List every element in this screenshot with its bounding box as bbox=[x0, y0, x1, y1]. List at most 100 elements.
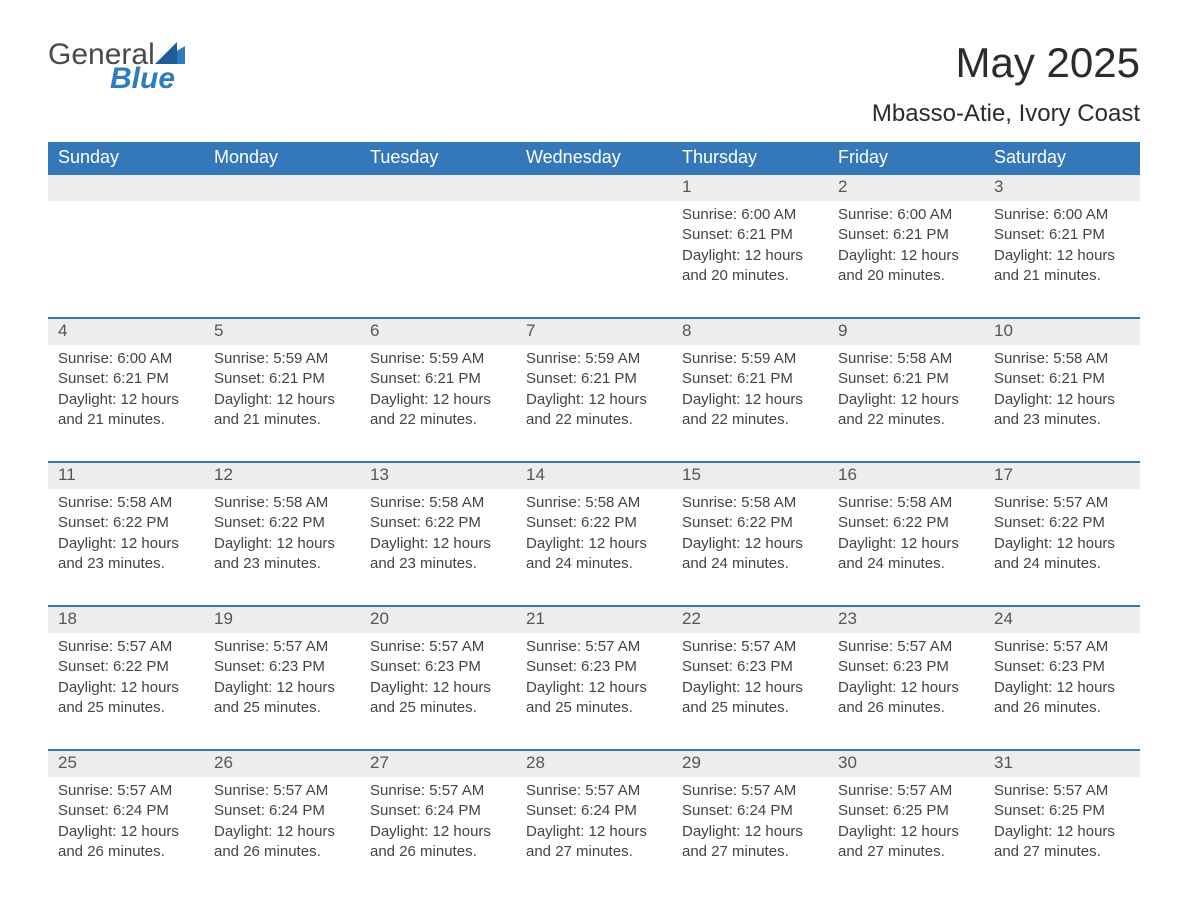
day-number: 10 bbox=[984, 319, 1140, 345]
day-details: Sunrise: 5:58 AMSunset: 6:22 PMDaylight:… bbox=[204, 489, 360, 605]
sunrise-text: Sunrise: 5:58 AM bbox=[838, 493, 974, 513]
day-details: Sunrise: 5:57 AMSunset: 6:24 PMDaylight:… bbox=[360, 777, 516, 893]
month-title: May 2025 bbox=[872, 40, 1140, 86]
day-number: 1 bbox=[672, 175, 828, 201]
sunset-text: Sunset: 6:24 PM bbox=[370, 801, 506, 821]
day-number: 5 bbox=[204, 319, 360, 345]
day-number bbox=[360, 175, 516, 201]
calendar-cell bbox=[48, 174, 204, 318]
day-details: Sunrise: 6:00 AMSunset: 6:21 PMDaylight:… bbox=[672, 201, 828, 317]
sunrise-text: Sunrise: 5:57 AM bbox=[370, 637, 506, 657]
daylight-text: Daylight: 12 hours and 22 minutes. bbox=[370, 390, 506, 431]
sunrise-text: Sunrise: 5:57 AM bbox=[214, 781, 350, 801]
daylight-text: Daylight: 12 hours and 25 minutes. bbox=[370, 678, 506, 719]
day-details: Sunrise: 5:57 AMSunset: 6:23 PMDaylight:… bbox=[360, 633, 516, 749]
calendar-cell bbox=[516, 174, 672, 318]
daylight-text: Daylight: 12 hours and 27 minutes. bbox=[682, 822, 818, 863]
calendar-cell: 8Sunrise: 5:59 AMSunset: 6:21 PMDaylight… bbox=[672, 318, 828, 462]
day-details: Sunrise: 5:58 AMSunset: 6:21 PMDaylight:… bbox=[828, 345, 984, 461]
daylight-text: Daylight: 12 hours and 21 minutes. bbox=[214, 390, 350, 431]
sunset-text: Sunset: 6:21 PM bbox=[58, 369, 194, 389]
daylight-text: Daylight: 12 hours and 27 minutes. bbox=[526, 822, 662, 863]
calendar-cell bbox=[360, 174, 516, 318]
sunset-text: Sunset: 6:22 PM bbox=[682, 513, 818, 533]
sunrise-text: Sunrise: 5:57 AM bbox=[682, 781, 818, 801]
calendar-cell: 26Sunrise: 5:57 AMSunset: 6:24 PMDayligh… bbox=[204, 750, 360, 893]
calendar-cell: 14Sunrise: 5:58 AMSunset: 6:22 PMDayligh… bbox=[516, 462, 672, 606]
sunrise-text: Sunrise: 6:00 AM bbox=[994, 205, 1130, 225]
day-details: Sunrise: 5:58 AMSunset: 6:22 PMDaylight:… bbox=[672, 489, 828, 605]
calendar-cell: 29Sunrise: 5:57 AMSunset: 6:24 PMDayligh… bbox=[672, 750, 828, 893]
daylight-text: Daylight: 12 hours and 25 minutes. bbox=[214, 678, 350, 719]
daylight-text: Daylight: 12 hours and 21 minutes. bbox=[58, 390, 194, 431]
sunset-text: Sunset: 6:21 PM bbox=[838, 225, 974, 245]
sunrise-text: Sunrise: 5:57 AM bbox=[526, 781, 662, 801]
calendar-week-row: 18Sunrise: 5:57 AMSunset: 6:22 PMDayligh… bbox=[48, 606, 1140, 750]
sunset-text: Sunset: 6:24 PM bbox=[526, 801, 662, 821]
day-details: Sunrise: 5:59 AMSunset: 6:21 PMDaylight:… bbox=[672, 345, 828, 461]
sunrise-text: Sunrise: 5:59 AM bbox=[370, 349, 506, 369]
day-details bbox=[204, 201, 360, 317]
brand-name: General Blue bbox=[48, 40, 185, 94]
sunrise-text: Sunrise: 5:57 AM bbox=[994, 493, 1130, 513]
day-number: 3 bbox=[984, 175, 1140, 201]
col-sunday: Sunday bbox=[48, 142, 204, 174]
calendar-cell: 1Sunrise: 6:00 AMSunset: 6:21 PMDaylight… bbox=[672, 174, 828, 318]
calendar-cell: 9Sunrise: 5:58 AMSunset: 6:21 PMDaylight… bbox=[828, 318, 984, 462]
calendar-header-row: Sunday Monday Tuesday Wednesday Thursday… bbox=[48, 142, 1140, 174]
calendar-cell: 22Sunrise: 5:57 AMSunset: 6:23 PMDayligh… bbox=[672, 606, 828, 750]
calendar-cell: 5Sunrise: 5:59 AMSunset: 6:21 PMDaylight… bbox=[204, 318, 360, 462]
page: General Blue May 2025 Mbasso-Atie, Ivory… bbox=[0, 0, 1188, 918]
day-number: 24 bbox=[984, 607, 1140, 633]
daylight-text: Daylight: 12 hours and 24 minutes. bbox=[838, 534, 974, 575]
sunset-text: Sunset: 6:21 PM bbox=[526, 369, 662, 389]
location-label: Mbasso-Atie, Ivory Coast bbox=[872, 100, 1140, 128]
day-details: Sunrise: 5:57 AMSunset: 6:23 PMDaylight:… bbox=[828, 633, 984, 749]
day-number: 18 bbox=[48, 607, 204, 633]
sunset-text: Sunset: 6:22 PM bbox=[370, 513, 506, 533]
sunrise-text: Sunrise: 5:58 AM bbox=[682, 493, 818, 513]
daylight-text: Daylight: 12 hours and 26 minutes. bbox=[58, 822, 194, 863]
day-details: Sunrise: 5:59 AMSunset: 6:21 PMDaylight:… bbox=[516, 345, 672, 461]
calendar-cell: 21Sunrise: 5:57 AMSunset: 6:23 PMDayligh… bbox=[516, 606, 672, 750]
col-wednesday: Wednesday bbox=[516, 142, 672, 174]
day-number: 16 bbox=[828, 463, 984, 489]
day-details: Sunrise: 5:57 AMSunset: 6:23 PMDaylight:… bbox=[984, 633, 1140, 749]
brand-name-part2: Blue bbox=[110, 64, 185, 94]
sunset-text: Sunset: 6:22 PM bbox=[58, 513, 194, 533]
calendar-cell: 16Sunrise: 5:58 AMSunset: 6:22 PMDayligh… bbox=[828, 462, 984, 606]
calendar-cell: 13Sunrise: 5:58 AMSunset: 6:22 PMDayligh… bbox=[360, 462, 516, 606]
sunset-text: Sunset: 6:23 PM bbox=[838, 657, 974, 677]
sunset-text: Sunset: 6:24 PM bbox=[214, 801, 350, 821]
daylight-text: Daylight: 12 hours and 22 minutes. bbox=[526, 390, 662, 431]
daylight-text: Daylight: 12 hours and 25 minutes. bbox=[682, 678, 818, 719]
calendar-cell: 28Sunrise: 5:57 AMSunset: 6:24 PMDayligh… bbox=[516, 750, 672, 893]
sunrise-text: Sunrise: 5:59 AM bbox=[214, 349, 350, 369]
sunset-text: Sunset: 6:24 PM bbox=[682, 801, 818, 821]
sunset-text: Sunset: 6:22 PM bbox=[214, 513, 350, 533]
sunrise-text: Sunrise: 5:57 AM bbox=[58, 781, 194, 801]
day-details: Sunrise: 5:58 AMSunset: 6:22 PMDaylight:… bbox=[828, 489, 984, 605]
day-details: Sunrise: 5:57 AMSunset: 6:24 PMDaylight:… bbox=[48, 777, 204, 893]
sunrise-text: Sunrise: 6:00 AM bbox=[58, 349, 194, 369]
day-details: Sunrise: 5:58 AMSunset: 6:22 PMDaylight:… bbox=[360, 489, 516, 605]
day-details: Sunrise: 5:57 AMSunset: 6:23 PMDaylight:… bbox=[672, 633, 828, 749]
sunrise-text: Sunrise: 5:57 AM bbox=[58, 637, 194, 657]
daylight-text: Daylight: 12 hours and 25 minutes. bbox=[526, 678, 662, 719]
daylight-text: Daylight: 12 hours and 25 minutes. bbox=[58, 678, 194, 719]
header: General Blue May 2025 Mbasso-Atie, Ivory… bbox=[48, 40, 1140, 128]
col-monday: Monday bbox=[204, 142, 360, 174]
col-tuesday: Tuesday bbox=[360, 142, 516, 174]
calendar-cell: 2Sunrise: 6:00 AMSunset: 6:21 PMDaylight… bbox=[828, 174, 984, 318]
daylight-text: Daylight: 12 hours and 23 minutes. bbox=[370, 534, 506, 575]
sunset-text: Sunset: 6:22 PM bbox=[838, 513, 974, 533]
sunset-text: Sunset: 6:21 PM bbox=[838, 369, 974, 389]
col-saturday: Saturday bbox=[984, 142, 1140, 174]
calendar-week-row: 25Sunrise: 5:57 AMSunset: 6:24 PMDayligh… bbox=[48, 750, 1140, 893]
day-number: 26 bbox=[204, 751, 360, 777]
day-number: 30 bbox=[828, 751, 984, 777]
day-details bbox=[360, 201, 516, 317]
day-number: 20 bbox=[360, 607, 516, 633]
day-details: Sunrise: 5:57 AMSunset: 6:25 PMDaylight:… bbox=[828, 777, 984, 893]
calendar-cell: 24Sunrise: 5:57 AMSunset: 6:23 PMDayligh… bbox=[984, 606, 1140, 750]
